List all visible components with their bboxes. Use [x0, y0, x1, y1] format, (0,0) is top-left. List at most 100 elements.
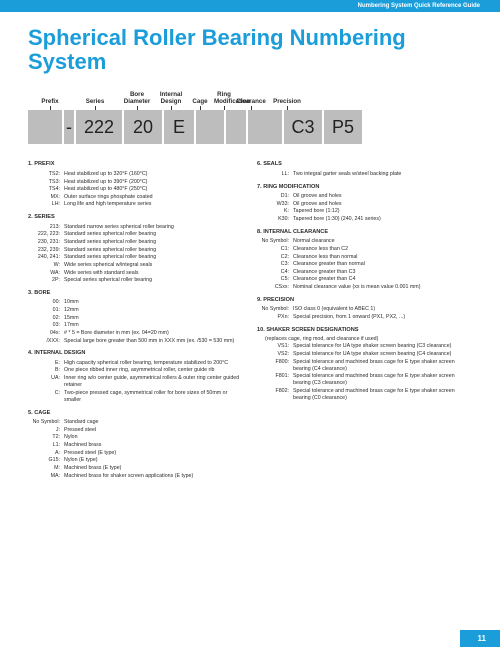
def-val: Outer surface rings phosphate coated [64, 194, 243, 202]
def-val: Oil groove and holes [293, 193, 472, 201]
definition-row: C4:Clearance greater than C3 [257, 269, 472, 277]
def-key: PXn: [257, 314, 293, 322]
page-number: 11 [460, 630, 500, 647]
definition-row: F802:Special tolerance and machined bras… [257, 388, 472, 403]
diagram-box: 20 [124, 110, 162, 144]
def-key: T2: [28, 434, 64, 442]
diagram-label: Bore Diameter [118, 91, 156, 110]
def-key: No Symbol: [28, 419, 64, 427]
def-key: LH: [28, 201, 64, 209]
def-val: Oil groove and holes [293, 201, 472, 209]
def-key: UA: [28, 375, 64, 390]
diagram-box: - [64, 110, 74, 144]
header-bar: Numbering System Quick Reference Guide [0, 0, 500, 12]
section-note: (replaces cage, ring mod, and clearance … [257, 336, 472, 343]
diagram-label: Internal Design [156, 91, 186, 110]
definition-row: LL:Two integral garter seals w/steel bac… [257, 171, 472, 179]
def-key: CSxx: [257, 284, 293, 292]
section-title: 6. SEALS [257, 161, 472, 169]
def-key: K30: [257, 216, 293, 224]
def-val: Clearance less than normal [293, 254, 472, 262]
def-val: Special tolerance and machined brass cag… [293, 373, 472, 388]
definition-row: 232, 239:Standard series spherical rolle… [28, 247, 243, 255]
def-val: One piece ribbed inner ring, asymmetrica… [64, 367, 243, 375]
def-val: High capacity spherical roller bearing, … [64, 360, 243, 368]
def-val: Machined brass [64, 442, 243, 450]
definition-row: C:Two-piece pressed cage, symmetrical ro… [28, 390, 243, 405]
def-key: C5: [257, 276, 293, 284]
def-key: 240, 241: [28, 254, 64, 262]
diagram-box [226, 110, 246, 144]
definition-row: A:Pressed steel (E type) [28, 450, 243, 458]
definition-row: 213:Standard narrow series spherical rol… [28, 224, 243, 232]
def-key: WA: [28, 270, 64, 278]
definition-row: K:Tapered bore (1:12) [257, 208, 472, 216]
def-key: No Symbol: [257, 306, 293, 314]
definition-table: LL:Two integral garter seals w/steel bac… [257, 171, 472, 179]
diagram-label: Ring Modification [214, 91, 234, 110]
definition-row: No Symbol:Standard cage [28, 419, 243, 427]
def-val: Clearance greater than C3 [293, 269, 472, 277]
def-val: Clearance greater than C4 [293, 276, 472, 284]
def-val: Special precision, from 1 onward (PX1, P… [293, 314, 472, 322]
definition-row: TS4:Heat stabilized up to 480°F (250°C) [28, 186, 243, 194]
page-body: Spherical Roller Bearing Numbering Syste… [0, 12, 500, 480]
def-key: MX: [28, 194, 64, 202]
definition-row: J:Pressed steel [28, 427, 243, 435]
def-key: 03: [28, 322, 64, 330]
definition-table: VS1:Special tolerance for UA type shaker… [257, 343, 472, 403]
definition-row: MX:Outer surface rings phosphate coated [28, 194, 243, 202]
diagram-box: C3 [284, 110, 322, 144]
right-column: 6. SEALS LL:Two integral garter seals w/s… [257, 156, 472, 480]
def-key: 230, 231: [28, 239, 64, 247]
definition-row: M:Machined brass (E type) [28, 465, 243, 473]
def-val: Two integral garter seals w/steel backin… [293, 171, 472, 179]
def-val: Wide series spherical w/integral seals [64, 262, 243, 270]
definition-row: CSxx:Nominal clearance value (xx is mean… [257, 284, 472, 292]
def-key: W33: [257, 201, 293, 209]
def-val: Nylon [64, 434, 243, 442]
numbering-diagram: PrefixSeriesBore DiameterInternal Design… [28, 88, 472, 144]
def-key: 213: [28, 224, 64, 232]
definition-row: 2P:Special series spherical roller beari… [28, 277, 243, 285]
def-val: Machined brass (E type) [64, 465, 243, 473]
definition-table: 00:10mm01:12mm02:15mm03:17mm04x:# * 5 = … [28, 299, 243, 345]
definition-row: 02:15mm [28, 315, 243, 323]
def-val: 17mm [64, 322, 243, 330]
def-key: TS2: [28, 171, 64, 179]
def-key: VS1: [257, 343, 293, 351]
diagram-box: 222 [76, 110, 122, 144]
def-val: Heat stabilized up to 390°F (200°C) [64, 179, 243, 187]
def-key: K: [257, 208, 293, 216]
def-key: C3: [257, 261, 293, 269]
def-key: J: [28, 427, 64, 435]
def-key: 01: [28, 307, 64, 315]
def-key: 04x: [28, 330, 64, 338]
definition-row: C2:Clearance less than normal [257, 254, 472, 262]
diagram-label: Precision [268, 98, 306, 110]
def-key: TS3: [28, 179, 64, 187]
definition-row: C3:Clearance greater than normal [257, 261, 472, 269]
definition-row: E:High capacity spherical roller bearing… [28, 360, 243, 368]
def-key: F801: [257, 373, 293, 388]
definition-row: D1:Oil groove and holes [257, 193, 472, 201]
definition-row: B:One piece ribbed inner ring, asymmetri… [28, 367, 243, 375]
def-key: VS2: [257, 351, 293, 359]
definition-row: PXn:Special precision, from 1 onward (PX… [257, 314, 472, 322]
definition-row: 03:17mm [28, 322, 243, 330]
diagram-label: Cage [186, 98, 214, 110]
section-title: 7. RING MODIFICATION [257, 184, 472, 192]
def-key: D1: [257, 193, 293, 201]
diagram-box [248, 110, 282, 144]
left-column: 1. PREFIXTS2:Heat stabilized up to 320°F… [28, 156, 243, 480]
def-key: TS4: [28, 186, 64, 194]
section-title: 4. INTERNAL DESIGN [28, 350, 243, 358]
def-key: C2: [257, 254, 293, 262]
definition-row: WA:Wide series with standard seals [28, 270, 243, 278]
def-key: 02: [28, 315, 64, 323]
def-key: C1: [257, 246, 293, 254]
section-title: 2. SERIES [28, 214, 243, 222]
definition-table: 213:Standard narrow series spherical rol… [28, 224, 243, 285]
diagram-label: Series [72, 98, 118, 110]
def-val: Special large bore greater than 500 mm i… [64, 338, 243, 346]
